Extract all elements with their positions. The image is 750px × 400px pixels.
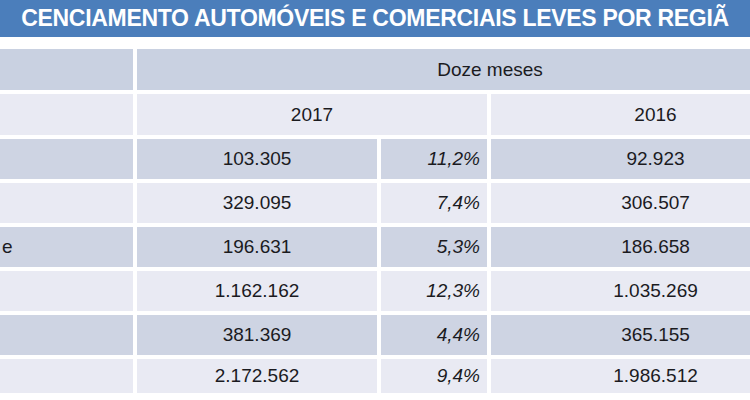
variation-cell: 12,3% [381,271,487,311]
corner-header-cell [0,49,133,90]
variation-cell: 9,4% [381,359,487,393]
value-2016-cell: 306.507 [491,183,750,223]
region-header-cell [0,94,133,135]
value-2016-cell: 186.658 [491,227,750,267]
value-2017-cell: 2.172.562 [137,359,377,393]
value-2017-cell: 196.631 [137,227,377,267]
region-cell [0,359,133,393]
value-2016-cell: 365.155 [491,315,750,355]
title-bar: CENCIAMENTO AUTOMÓVEIS E COMERCIAIS LEVE… [0,0,750,37]
value-2017-cell: 103.305 [137,139,377,179]
page-title: CENCIAMENTO AUTOMÓVEIS E COMERCIAIS LEVE… [21,5,729,32]
column-header-2017: 2017 [137,94,487,135]
region-cell [0,183,133,223]
value-2017-cell: 329.095 [137,183,377,223]
slide-table: CENCIAMENTO AUTOMÓVEIS E COMERCIAIS LEVE… [0,0,750,400]
group-header-doze-meses: Doze meses [137,49,750,90]
region-cell [0,315,133,355]
variation-cell: 4,4% [381,315,487,355]
value-2016-cell: 1.986.512 [491,359,750,393]
value-2016-cell: 92.923 [491,139,750,179]
region-cell: e [0,227,133,267]
variation-cell: 7,4% [381,183,487,223]
value-2016-cell: 1.035.269 [491,271,750,311]
variation-cell: 5,3% [381,227,487,267]
variation-cell: 11,2% [381,139,487,179]
column-header-2016: 2016 [491,94,750,135]
value-2017-cell: 1.162.162 [137,271,377,311]
region-cell [0,271,133,311]
region-cell [0,139,133,179]
value-2017-cell: 381.369 [137,315,377,355]
